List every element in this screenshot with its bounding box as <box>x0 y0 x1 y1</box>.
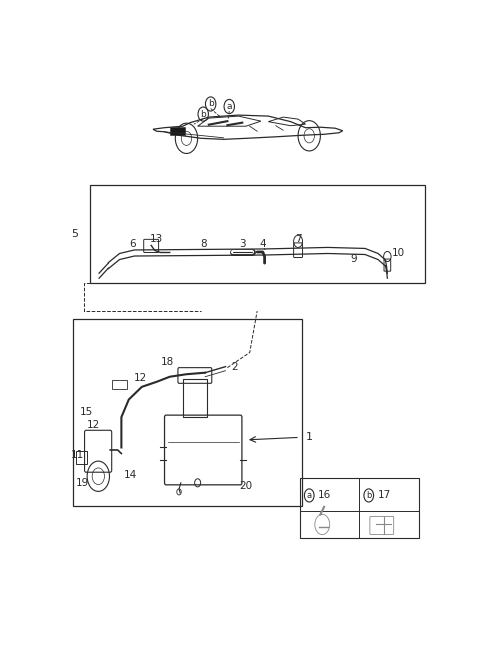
Text: 18: 18 <box>161 357 175 367</box>
Text: 7: 7 <box>295 234 301 244</box>
Text: 15: 15 <box>79 407 93 417</box>
Text: 14: 14 <box>124 470 137 480</box>
Text: 19: 19 <box>76 478 89 488</box>
Text: 2: 2 <box>231 361 238 372</box>
Text: 20: 20 <box>240 482 252 491</box>
Text: b: b <box>200 110 206 119</box>
Text: 9: 9 <box>350 254 357 264</box>
Text: a: a <box>227 102 232 111</box>
Text: 3: 3 <box>239 239 246 249</box>
FancyBboxPatch shape <box>170 127 185 135</box>
Text: 12: 12 <box>87 420 100 430</box>
Text: 5: 5 <box>72 229 78 239</box>
Text: a: a <box>307 491 312 500</box>
Text: 12: 12 <box>133 373 146 382</box>
Text: 17: 17 <box>378 491 391 501</box>
Text: b: b <box>208 100 214 108</box>
Text: 11: 11 <box>71 450 84 460</box>
Text: b: b <box>366 491 372 500</box>
Text: 1: 1 <box>306 432 313 442</box>
Text: 16: 16 <box>318 491 332 501</box>
Text: 8: 8 <box>200 239 206 249</box>
Text: 13: 13 <box>150 234 163 244</box>
Text: 4: 4 <box>259 239 266 249</box>
Text: 10: 10 <box>392 248 405 258</box>
Text: 6: 6 <box>129 239 136 249</box>
